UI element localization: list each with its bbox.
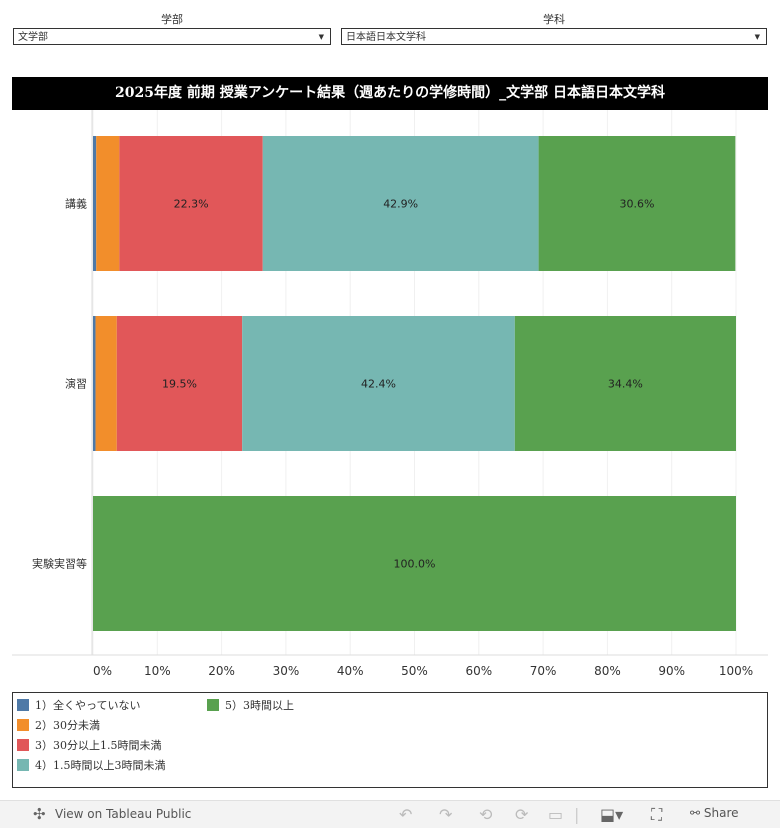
share-icon: ⚯ [690,806,704,820]
data-label: 42.4% [361,378,396,391]
x-tick-label: 90% [658,664,685,678]
bar-segment [96,136,120,271]
bar-segment [262,136,539,271]
bar-segment [93,316,96,451]
legend-label: 5）3時間以上 [225,699,294,712]
refresh-icon[interactable]: ⟳ [515,805,529,824]
x-tick-label: 80% [594,664,621,678]
undo-icon[interactable]: ↶ [399,805,413,824]
legend-item[interactable]: 3）30分以上1.5時間未満 [17,739,162,753]
toolbar-divider: | [574,805,580,824]
legend-label: 1）全くやっていない [35,699,141,712]
x-tick-label: 10% [144,664,171,678]
legend-label: 4）1.5時間以上3時間未満 [35,759,166,772]
legend-item[interactable]: 1）全くやっていない [17,699,140,713]
department-filter-label: 学科 [543,13,565,26]
chevron-down-icon: ▼ [318,33,324,41]
view-on-tableau-link[interactable]: View on Tableau Public [55,807,192,821]
x-tick-label: 0% [93,664,112,678]
legend-swatch [207,699,219,711]
category-label: 実験実習等 [32,557,87,571]
x-tick-label: 100% [719,664,753,678]
bar-segment [116,316,243,451]
data-label: 42.9% [383,198,418,211]
department-select-value: 日本語日本文学科 [346,32,426,43]
legend-swatch [17,719,29,731]
category-label: 講義 [65,197,87,211]
x-tick-label: 40% [337,664,364,678]
legend-item[interactable]: 2）30分未満 [17,719,100,733]
legend-label: 2）30分未満 [35,719,100,732]
category-label: 演習 [65,377,87,391]
bar-segment [119,136,263,271]
data-label: 100.0% [394,558,436,571]
department-filter: 学科 日本語日本文学科 ▼ [341,12,767,45]
legend-swatch [17,759,29,771]
x-tick-label: 50% [401,664,428,678]
bar-segment [538,136,736,271]
tableau-footer: ✣ View on Tableau Public ↶ ↷ ⟲ ⟳ ▭ | ⬓▾ … [0,800,780,828]
download-icon[interactable]: ⬓▾ [600,805,624,824]
bar-segment [93,496,736,631]
tableau-logo-icon: ✣ [33,805,46,823]
x-tick-label: 30% [273,664,300,678]
faculty-filter-label: 学部 [161,13,183,26]
revert-icon[interactable]: ⟲ [479,805,493,824]
redo-icon[interactable]: ↷ [439,805,453,824]
x-tick-label: 20% [208,664,235,678]
x-tick-label: 70% [530,664,557,678]
legend-item[interactable]: 5）3時間以上 [207,699,294,713]
share-label: Share [703,806,739,820]
legend-swatch [17,699,29,711]
legend-swatch [17,739,29,751]
data-label: 22.3% [174,198,209,211]
data-label: 34.4% [608,378,643,391]
data-label: 19.5% [162,378,197,391]
faculty-select-value: 文学部 [18,32,48,43]
legend: 1）全くやっていない 2）30分未満 3）30分以上1.5時間未満 4）1.5時… [12,692,768,788]
legend-label: 3）30分以上1.5時間未満 [35,739,162,752]
faculty-select[interactable]: 文学部 ▼ [13,28,331,45]
data-label: 30.6% [620,198,655,211]
share-button[interactable]: ⚯ Share [690,806,739,820]
chart-title: 2025年度 前期 授業アンケート結果（週あたりの学修時間）_文学部 日本語日本… [12,77,768,110]
x-tick-label: 60% [465,664,492,678]
chevron-down-icon: ▼ [754,33,760,41]
bar-segment [93,136,97,271]
legend-item[interactable]: 4）1.5時間以上3時間未満 [17,759,166,773]
pause-icon[interactable]: ▭ [548,805,564,824]
department-select[interactable]: 日本語日本文学科 ▼ [341,28,767,45]
bar-segment [514,316,736,451]
bar-segment [95,316,117,451]
fullscreen-icon[interactable]: ⛶ [651,805,663,824]
bar-segment [242,316,515,451]
faculty-filter: 学部 文学部 ▼ [13,12,331,45]
